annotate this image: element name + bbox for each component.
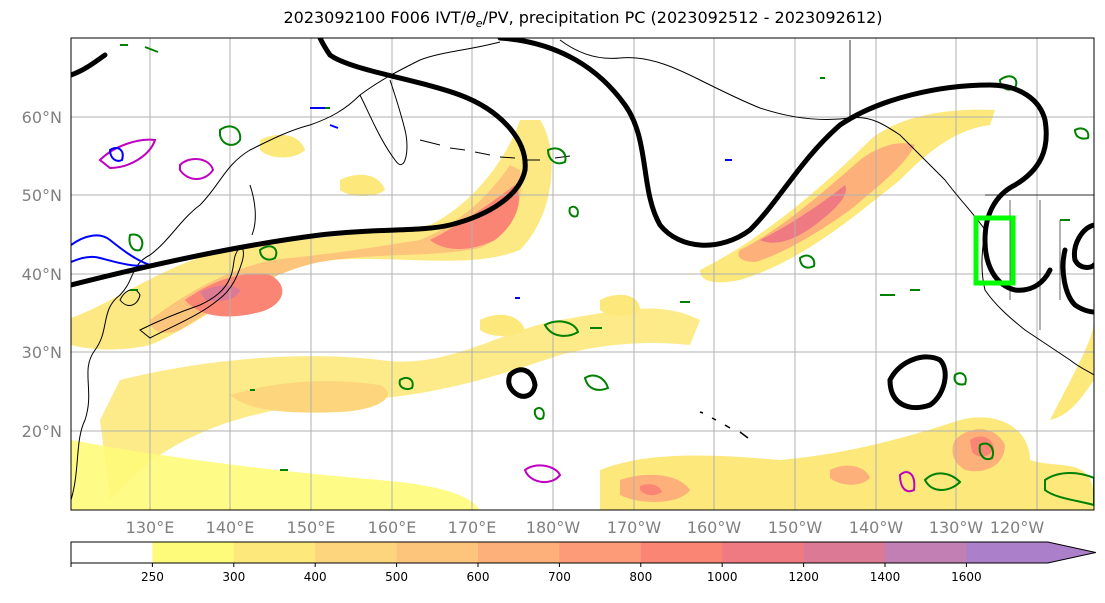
colorbar-segment <box>71 542 153 563</box>
colorbar-segment <box>559 542 642 563</box>
lon-label: 170°W <box>607 518 662 537</box>
map-frame <box>70 37 1095 511</box>
lat-axis: 60°N 50°N 40°N 30°N 20°N <box>22 108 62 441</box>
lat-label: 60°N <box>22 108 62 127</box>
lat-label: 20°N <box>22 422 62 441</box>
colorbar-outline <box>70 541 1096 564</box>
lon-label: 150°W <box>768 518 823 537</box>
target-region-box <box>973 215 1016 286</box>
colorbar-segment <box>233 542 316 563</box>
coastlines <box>71 39 1094 501</box>
map-title: 2023092100 F006 IVT/θe/PV, precipitation… <box>283 8 883 31</box>
colorbar-extend-arrow <box>1047 542 1096 563</box>
colorbar-tick-label: 300 <box>222 570 245 584</box>
colorbar-tick-label: 250 <box>141 570 164 584</box>
lon-label: 160°W <box>687 518 742 537</box>
colorbar-segment <box>152 542 235 563</box>
lon-label: 130°W <box>929 518 984 537</box>
ivt-shading <box>71 109 1094 510</box>
colorbar-tick-label: 600 <box>467 570 490 584</box>
colorbar-segment <box>478 542 560 563</box>
colorbar: 250 300 400 500 600 700 800 1000 1200 1400 1600 <box>70 541 1096 584</box>
colorbar-segment <box>803 542 886 563</box>
colorbar-segment <box>640 542 723 563</box>
colorbar-tick-label: 1600 <box>951 570 982 584</box>
colorbar-segment <box>315 542 398 563</box>
lon-label: 180°W <box>526 518 581 537</box>
lon-axis: 130°E 140°E 150°E 160°E 170°E 180°W 170°… <box>126 518 1045 537</box>
graticule <box>71 38 1094 510</box>
lon-label: 160°E <box>368 518 417 537</box>
colorbar-tick-label: 700 <box>548 570 571 584</box>
colorbar-tick-label: 800 <box>629 570 652 584</box>
colorbar-tick-label: 1400 <box>870 570 901 584</box>
colorbar-tick-label: 1200 <box>788 570 819 584</box>
lon-label: 150°E <box>287 518 336 537</box>
lon-label: 140°E <box>206 518 255 537</box>
colorbar-segment <box>966 542 1049 563</box>
colorbar-segment <box>722 542 805 563</box>
colorbar-tick-label: 400 <box>304 570 327 584</box>
lon-label: 130°E <box>126 518 175 537</box>
ivt-contours <box>71 38 1094 411</box>
lat-label: 50°N <box>22 186 62 205</box>
lon-label: 120°W <box>990 518 1045 537</box>
lon-label: 140°W <box>849 518 904 537</box>
lon-label: 170°E <box>448 518 497 537</box>
lat-label: 40°N <box>22 265 62 284</box>
colorbar-tick-label: 500 <box>385 570 408 584</box>
colorbar-tick-label: 1000 <box>707 570 738 584</box>
colorbar-segment <box>885 542 967 563</box>
colorbar-segment <box>396 542 479 563</box>
lat-label: 30°N <box>22 343 62 362</box>
